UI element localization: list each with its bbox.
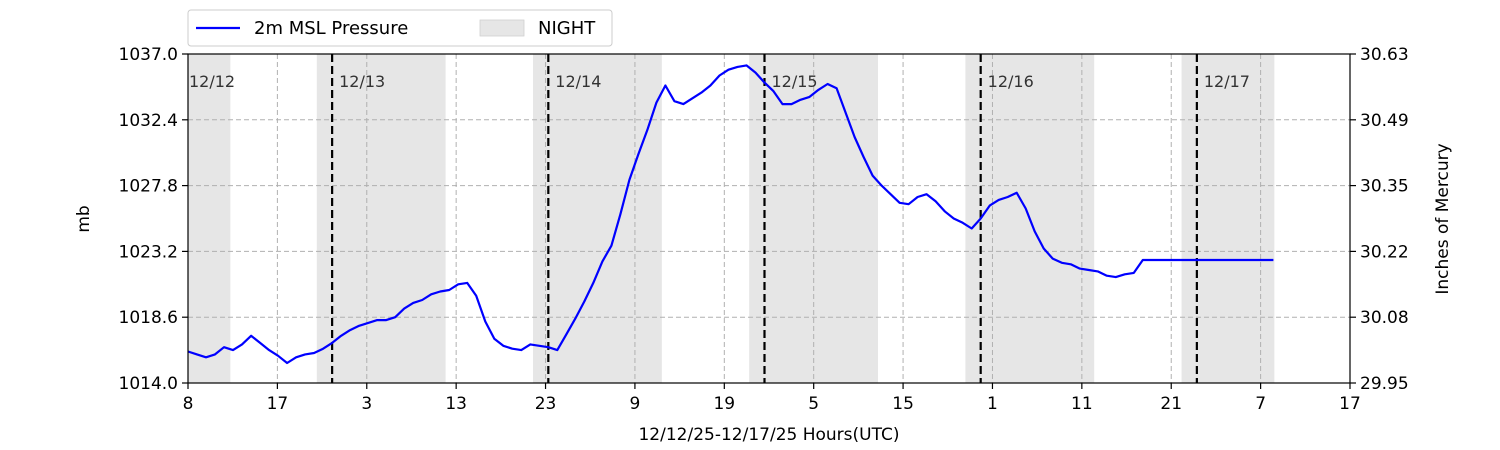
day-marker-label: 12/17 xyxy=(1204,72,1250,91)
x-tick-label: 8 xyxy=(183,394,194,414)
legend-night-label: NIGHT xyxy=(538,18,596,39)
night-bands xyxy=(188,54,1275,383)
legend-night-swatch xyxy=(479,19,525,37)
y-tick-label: 1014.0 xyxy=(119,374,178,394)
y2-tick-label: 30.35 xyxy=(1360,177,1409,197)
night-band xyxy=(532,54,662,383)
x-tick-label: 17 xyxy=(267,394,289,414)
x-tick-label: 19 xyxy=(713,394,735,414)
night-band xyxy=(188,54,231,383)
x-tick-label: 13 xyxy=(445,394,467,414)
night-band xyxy=(316,54,446,383)
x-tick-label: 9 xyxy=(630,394,641,414)
y2-axis-label: Inches of Mercury xyxy=(1433,143,1453,294)
y-tick-label: 1018.6 xyxy=(119,308,178,328)
y-tick-label: 1037.0 xyxy=(119,45,178,65)
x-tick-label: 11 xyxy=(1071,394,1093,414)
x-axis-ticks: 8 17 3 13 23 9 19 5 15 1 11 21 7 17 xyxy=(183,383,1361,414)
day-marker-label: 12/14 xyxy=(555,72,601,91)
day-marker-label: 12/16 xyxy=(988,72,1034,91)
y2-tick-label: 29.95 xyxy=(1360,374,1409,394)
y2-tick-label: 30.08 xyxy=(1360,308,1409,328)
y2-tick-label: 30.63 xyxy=(1360,45,1409,65)
y-tick-label: 1032.4 xyxy=(119,111,178,131)
y-tick-label: 1027.8 xyxy=(119,177,178,197)
x-axis-label: 12/12/25-12/17/25 Hours(UTC) xyxy=(638,425,899,445)
x-tick-label: 1 xyxy=(987,394,998,414)
day-marker-label: 12/15 xyxy=(771,72,817,91)
pressure-series-line xyxy=(187,64,1274,365)
day-marker-label: 12/13 xyxy=(339,72,385,91)
day-marker-lines xyxy=(331,54,1198,383)
day-marker-labels: 12/12 12/13 12/14 12/15 12/16 12/17 xyxy=(189,72,1250,91)
grid-lines xyxy=(188,54,1350,383)
y-axis-ticks: 1014.0 1018.6 1023.2 1027.8 1032.4 1037.0 xyxy=(119,45,188,394)
legend-series-label: 2m MSL Pressure xyxy=(254,18,408,39)
y-tick-label: 1023.2 xyxy=(119,242,178,262)
y2-tick-label: 30.49 xyxy=(1360,111,1409,131)
x-tick-label: 5 xyxy=(808,394,819,414)
legend-box xyxy=(187,9,613,47)
legend: 2m MSL Pressure NIGHT xyxy=(187,9,613,47)
x-tick-label: 7 xyxy=(1255,394,1266,414)
x-tick-label: 17 xyxy=(1339,394,1361,414)
day-marker-label: 12/12 xyxy=(189,72,235,91)
plot-frame xyxy=(187,53,1351,384)
x-tick-label: 23 xyxy=(535,394,557,414)
y2-tick-label: 30.22 xyxy=(1360,242,1409,262)
x-tick-label: 21 xyxy=(1160,394,1182,414)
x-tick-label: 15 xyxy=(892,394,914,414)
y-axis-label: mb xyxy=(74,205,94,232)
x-tick-label: 3 xyxy=(361,394,372,414)
y2-axis-ticks: 29.95 30.08 30.22 30.35 30.49 30.63 xyxy=(1350,45,1409,394)
